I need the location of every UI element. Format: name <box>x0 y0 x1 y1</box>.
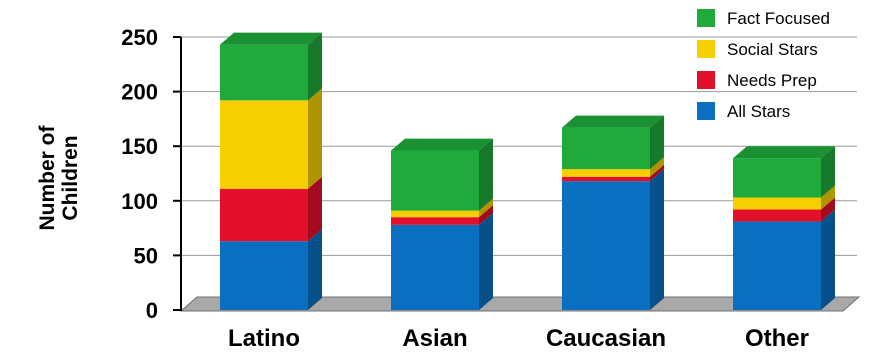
bar-segment <box>391 138 493 211</box>
y-tick-label: 150 <box>121 134 158 159</box>
legend-item: All Stars <box>697 102 790 121</box>
svg-text:Fact Focused: Fact Focused <box>727 9 830 28</box>
bar-segment <box>562 157 664 177</box>
bar-segment <box>733 146 835 198</box>
svg-text:All Stars: All Stars <box>727 102 790 121</box>
bar-segment <box>733 197 835 222</box>
bar-segment <box>391 205 493 225</box>
bar-segment <box>562 115 664 170</box>
bar-segment <box>391 198 493 218</box>
y-tick-label: 100 <box>121 189 158 214</box>
legend-item: Needs Prep <box>697 71 817 90</box>
x-category-label: Other <box>745 325 809 352</box>
y-tick-label: 0 <box>146 298 158 323</box>
y-axis-title: Number ofChildren <box>36 124 82 230</box>
x-category-label: Latino <box>228 325 300 352</box>
legend-item: Social Stars <box>697 40 818 59</box>
bar-segment <box>562 169 664 310</box>
y-tick-label: 50 <box>134 243 158 268</box>
svg-text:Needs Prep: Needs Prep <box>727 71 817 90</box>
bar-segment <box>733 209 835 310</box>
bar-segment <box>562 164 664 182</box>
bar-segment <box>733 185 835 210</box>
legend-item: Fact Focused <box>697 9 830 28</box>
bar-segment <box>220 32 322 101</box>
y-tick-label: 200 <box>121 80 158 105</box>
bar-segment <box>220 229 322 310</box>
x-category-label: Caucasian <box>546 325 666 352</box>
x-category-label: Asian <box>402 325 467 352</box>
bar-segment <box>220 88 322 189</box>
bar-segment <box>391 212 493 310</box>
y-tick-label: 250 <box>121 25 158 50</box>
bar-segment <box>220 176 322 242</box>
chart-floor <box>179 296 861 312</box>
svg-text:Social Stars: Social Stars <box>727 40 818 59</box>
